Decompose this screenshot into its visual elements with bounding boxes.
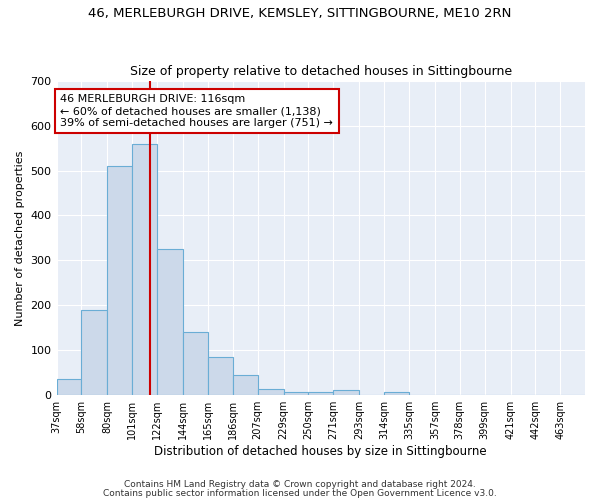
Bar	[284, 392, 308, 394]
Bar	[308, 392, 333, 394]
Bar	[107, 166, 132, 394]
Bar	[233, 374, 257, 394]
Bar	[257, 389, 284, 394]
Bar	[157, 249, 183, 394]
Bar	[56, 379, 82, 394]
Bar	[132, 144, 157, 395]
Title: Size of property relative to detached houses in Sittingbourne: Size of property relative to detached ho…	[130, 66, 512, 78]
Bar	[384, 392, 409, 394]
Bar	[183, 332, 208, 394]
Bar	[208, 356, 233, 395]
Text: 46, MERLEBURGH DRIVE, KEMSLEY, SITTINGBOURNE, ME10 2RN: 46, MERLEBURGH DRIVE, KEMSLEY, SITTINGBO…	[88, 8, 512, 20]
Text: 46 MERLEBURGH DRIVE: 116sqm
← 60% of detached houses are smaller (1,138)
39% of : 46 MERLEBURGH DRIVE: 116sqm ← 60% of det…	[60, 94, 333, 128]
Bar	[82, 310, 107, 394]
Y-axis label: Number of detached properties: Number of detached properties	[15, 150, 25, 326]
X-axis label: Distribution of detached houses by size in Sittingbourne: Distribution of detached houses by size …	[154, 444, 487, 458]
Bar	[333, 390, 359, 394]
Text: Contains public sector information licensed under the Open Government Licence v3: Contains public sector information licen…	[103, 488, 497, 498]
Text: Contains HM Land Registry data © Crown copyright and database right 2024.: Contains HM Land Registry data © Crown c…	[124, 480, 476, 489]
